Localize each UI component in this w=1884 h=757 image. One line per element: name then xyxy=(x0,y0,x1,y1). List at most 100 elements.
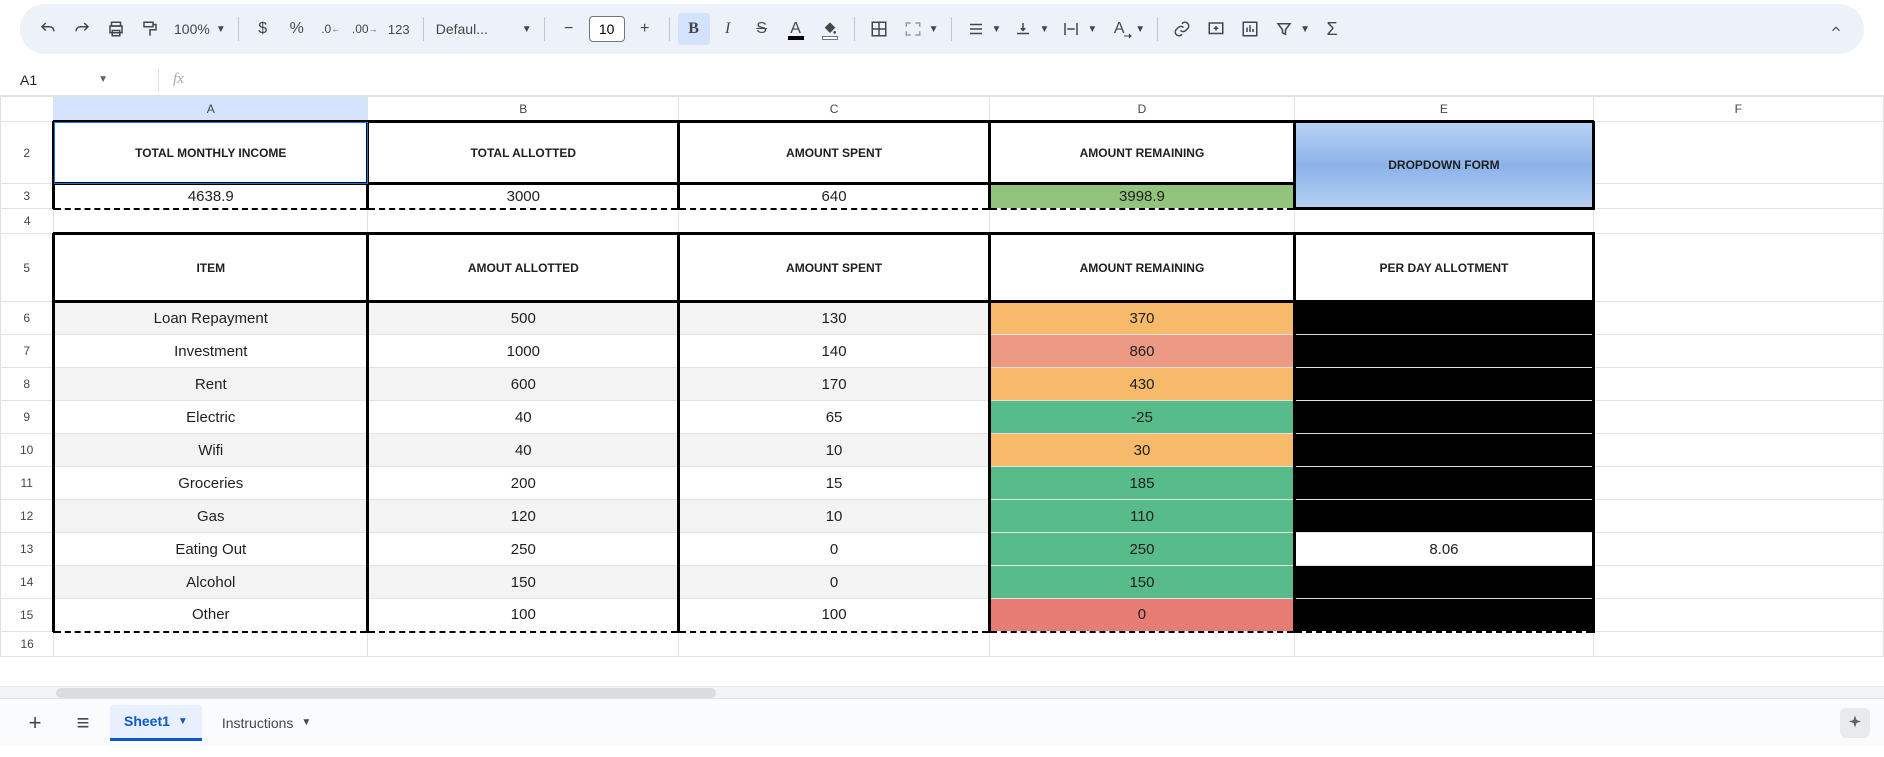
insert-link-button[interactable] xyxy=(1166,13,1198,45)
row-header[interactable]: 11 xyxy=(1,467,54,500)
table-cell[interactable]: Wifi xyxy=(54,434,368,467)
merge-cells-button[interactable] xyxy=(897,13,929,45)
table-cell[interactable]: 150 xyxy=(368,566,679,599)
table-cell[interactable] xyxy=(1593,500,1883,533)
table-cell[interactable]: 0 xyxy=(989,599,1295,632)
col-header-B[interactable]: B xyxy=(368,97,679,122)
cell-D16[interactable] xyxy=(989,632,1295,657)
font-size-increase[interactable]: + xyxy=(629,13,661,45)
spreadsheet-grid[interactable]: A B C D E F 2 TOTAL MONTHLY INCOME TOTAL… xyxy=(0,96,1884,686)
table-cell[interactable]: 8.06 xyxy=(1295,533,1593,566)
table-cell[interactable] xyxy=(1295,335,1593,368)
table-cell[interactable]: 200 xyxy=(368,467,679,500)
percent-button[interactable]: % xyxy=(281,13,313,45)
col-header-C[interactable]: C xyxy=(679,97,989,122)
horizontal-scrollbar[interactable] xyxy=(0,686,1884,698)
table-cell[interactable] xyxy=(1593,434,1883,467)
table-cell[interactable] xyxy=(1593,467,1883,500)
cell-F5[interactable] xyxy=(1593,234,1883,302)
zoom-level[interactable]: 100% xyxy=(168,21,216,37)
strikethrough-button[interactable]: S xyxy=(746,13,778,45)
vertical-align-button[interactable] xyxy=(1007,13,1039,45)
table-cell[interactable]: 15 xyxy=(679,467,989,500)
table-cell[interactable]: Rent xyxy=(54,368,368,401)
cell-A16[interactable] xyxy=(54,632,368,657)
currency-button[interactable]: $ xyxy=(247,13,279,45)
table-cell[interactable]: 100 xyxy=(368,599,679,632)
cell-D2[interactable]: AMOUNT REMAINING xyxy=(989,122,1295,184)
row-header[interactable]: 5 xyxy=(1,234,54,302)
cell-A2[interactable]: TOTAL MONTHLY INCOME xyxy=(54,122,368,184)
halign-dropdown[interactable]: ▼ xyxy=(992,24,1002,35)
sheet-tab-dropdown-icon[interactable]: ▼ xyxy=(301,717,311,728)
table-cell[interactable] xyxy=(1593,533,1883,566)
col-header-E[interactable]: E xyxy=(1295,97,1593,122)
table-cell[interactable]: 150 xyxy=(989,566,1295,599)
row-header[interactable]: 15 xyxy=(1,599,54,632)
table-cell[interactable]: Electric xyxy=(54,401,368,434)
table-cell[interactable] xyxy=(1295,566,1593,599)
table-cell[interactable] xyxy=(1295,368,1593,401)
table-cell[interactable]: 130 xyxy=(679,302,989,335)
print-button[interactable] xyxy=(100,13,132,45)
table-cell[interactable]: Gas xyxy=(54,500,368,533)
row-header[interactable]: 7 xyxy=(1,335,54,368)
filter-button[interactable] xyxy=(1268,13,1300,45)
fill-color-button[interactable] xyxy=(814,13,846,45)
cell-A4[interactable] xyxy=(54,209,368,234)
row-header[interactable]: 14 xyxy=(1,566,54,599)
increase-decimal-button[interactable]: .00→ xyxy=(349,13,381,45)
table-cell[interactable] xyxy=(1593,401,1883,434)
table-cell[interactable] xyxy=(1593,368,1883,401)
bold-button[interactable]: B xyxy=(678,13,710,45)
row-header[interactable]: 8 xyxy=(1,368,54,401)
cell-E4[interactable] xyxy=(1295,209,1593,234)
font-size-input[interactable] xyxy=(589,16,625,42)
cell-B2[interactable]: TOTAL ALLOTTED xyxy=(368,122,679,184)
table-cell[interactable]: 250 xyxy=(368,533,679,566)
table-cell[interactable]: 1000 xyxy=(368,335,679,368)
sheet-tab-sheet1[interactable]: Sheet1 ▼ xyxy=(110,705,202,741)
cell-F16[interactable] xyxy=(1593,632,1883,657)
table-cell[interactable] xyxy=(1295,467,1593,500)
table-cell[interactable]: 40 xyxy=(368,434,679,467)
sheet-tab-instructions[interactable]: Instructions ▼ xyxy=(208,705,326,741)
cell-D3[interactable]: 3998.9 xyxy=(989,184,1295,209)
italic-button[interactable]: I xyxy=(712,13,744,45)
table-cell[interactable] xyxy=(1295,599,1593,632)
col-header-F[interactable]: F xyxy=(1593,97,1883,122)
table-cell[interactable]: 430 xyxy=(989,368,1295,401)
font-family-select[interactable]: Defaul... xyxy=(432,21,522,37)
table-cell[interactable]: 0 xyxy=(679,533,989,566)
merge-dropdown[interactable]: ▼ xyxy=(929,24,939,35)
format-123-button[interactable]: 123 xyxy=(383,13,415,45)
font-size-decrease[interactable]: − xyxy=(553,13,585,45)
table-cell[interactable]: Loan Repayment xyxy=(54,302,368,335)
horizontal-align-button[interactable] xyxy=(960,13,992,45)
insert-comment-button[interactable] xyxy=(1200,13,1232,45)
undo-button[interactable] xyxy=(32,13,64,45)
table-cell[interactable] xyxy=(1295,401,1593,434)
cell-E16[interactable] xyxy=(1295,632,1593,657)
cell-A3[interactable]: 4638.9 xyxy=(54,184,368,209)
row-header[interactable]: 4 xyxy=(1,209,54,234)
table-cell[interactable]: Alcohol xyxy=(54,566,368,599)
table-cell[interactable]: -25 xyxy=(989,401,1295,434)
table-cell[interactable]: 860 xyxy=(989,335,1295,368)
borders-button[interactable] xyxy=(863,13,895,45)
wrap-dropdown[interactable]: ▼ xyxy=(1087,24,1097,35)
table-cell[interactable]: 100 xyxy=(679,599,989,632)
font-family-dropdown[interactable]: ▼ xyxy=(522,24,532,35)
text-color-button[interactable]: A xyxy=(780,13,812,45)
row-header[interactable]: 2 xyxy=(1,122,54,184)
cell-C4[interactable] xyxy=(679,209,989,234)
table-cell[interactable]: 10 xyxy=(679,434,989,467)
zoom-dropdown[interactable]: ▼ xyxy=(216,24,226,35)
name-box[interactable]: A1 ▼ xyxy=(10,67,118,93)
table-cell[interactable]: Eating Out xyxy=(54,533,368,566)
toolbar-collapse-button[interactable] xyxy=(1820,13,1852,45)
row-header[interactable]: 9 xyxy=(1,401,54,434)
table-cell[interactable]: Groceries xyxy=(54,467,368,500)
sheet-tab-dropdown-icon[interactable]: ▼ xyxy=(178,716,188,727)
cell-F2[interactable] xyxy=(1593,122,1883,184)
